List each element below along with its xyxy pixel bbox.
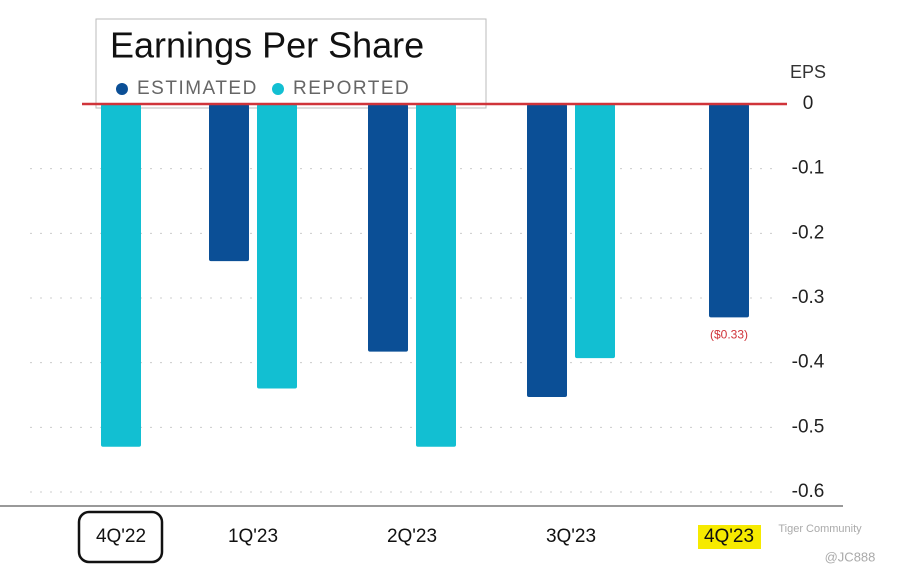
x-tick-label: 3Q'23 — [546, 526, 596, 547]
legend-label: ESTIMATED — [137, 78, 258, 99]
bar — [209, 104, 249, 262]
title-box — [95, 18, 487, 109]
bar — [368, 104, 408, 352]
bar — [416, 104, 456, 447]
bar — [257, 104, 297, 389]
watermark: @JC888 — [825, 549, 876, 564]
x-tick-label: 4Q'22 — [96, 526, 146, 547]
y-tick-label: -0.6 — [792, 481, 825, 502]
category-highlight — [698, 525, 761, 549]
y-tick-label: -0.2 — [792, 222, 825, 243]
x-tick-label: 1Q'23 — [228, 526, 278, 547]
bar — [527, 104, 567, 397]
bar — [575, 104, 615, 359]
y-tick-label: 0 — [803, 93, 814, 114]
bar — [101, 104, 141, 447]
legend-label: REPORTED — [293, 78, 410, 99]
y-axis-label: EPS — [790, 62, 826, 82]
legend-marker — [272, 83, 284, 95]
y-tick-label: -0.1 — [792, 158, 825, 179]
watermark: Tiger Community — [778, 523, 862, 535]
bar — [709, 104, 749, 318]
y-tick-label: -0.4 — [792, 352, 825, 373]
chart-title: Earnings Per Share — [110, 25, 424, 66]
legend-marker — [116, 83, 128, 95]
x-tick-label: 2Q'23 — [387, 526, 437, 547]
category-highlight-box — [77, 510, 164, 564]
value-label: ($0.33) — [710, 328, 748, 342]
y-tick-label: -0.5 — [792, 416, 825, 437]
y-tick-label: -0.3 — [792, 287, 825, 308]
x-tick-label: 4Q'23 — [704, 526, 754, 547]
